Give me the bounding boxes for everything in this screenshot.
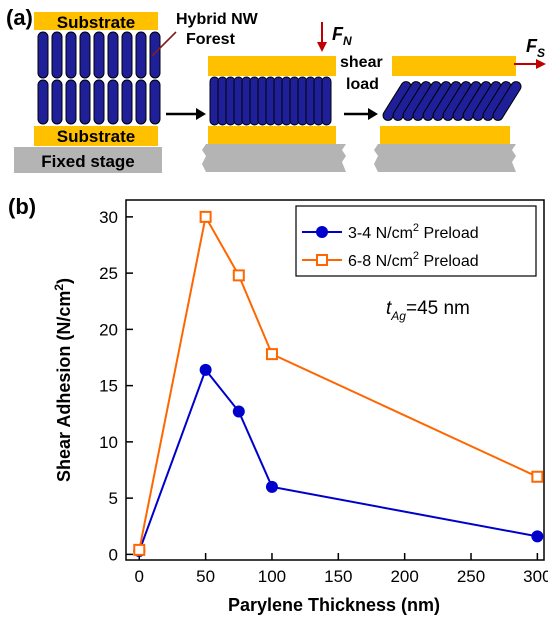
data-point [133, 543, 146, 556]
x-tick-label: 150 [324, 567, 352, 586]
nanowire-forest-middle [209, 76, 332, 126]
y-tick-label: 5 [109, 489, 118, 508]
data-point [265, 480, 278, 493]
normal-force-arrow [317, 22, 327, 52]
series-line-1 [138, 367, 538, 552]
shear-load-label-line2: load [346, 76, 379, 93]
y-tick-label: 0 [109, 545, 118, 564]
plot-area-frame [125, 199, 545, 561]
normal-force-label: FN [332, 24, 352, 48]
nanowire [79, 31, 91, 79]
data-point [531, 530, 544, 543]
nanowire [51, 79, 63, 125]
legend-marker-square [316, 254, 328, 266]
substrate-bottom-label: Substrate [57, 127, 135, 146]
legend-box [295, 205, 537, 277]
x-tick-label: 50 [196, 567, 215, 586]
nanowire [65, 79, 77, 125]
data-point [199, 363, 212, 376]
nanowire [135, 31, 147, 79]
legend-label-1: 3-4 N/cm2 Preload [348, 222, 479, 242]
legend-label-2: 6-8 N/cm2 Preload [348, 250, 479, 270]
fixed-stage-label: Fixed stage [41, 152, 135, 171]
x-tick-label: 200 [390, 567, 418, 586]
legend-entry-2: 6-8 N/cm2 Preload [302, 250, 479, 270]
nanowire [149, 79, 161, 125]
series-markers [133, 210, 544, 557]
nanowire [492, 81, 522, 121]
nanowire-forest-left-bottom [37, 79, 161, 125]
forest-label-line1: Hybrid NW [176, 11, 259, 28]
x-tick-label: 0 [135, 567, 144, 586]
nanowire [149, 31, 161, 79]
panel-b-label: (b) [8, 194, 36, 219]
chart: 0 5 10 15 20 25 30 0 50 100 150 200 250 300 Parylene… [52, 199, 548, 615]
panel-a-schematic: (a) Substrate Substrate Fixed stage Hybr… [6, 5, 546, 173]
y-tick-label: 20 [99, 320, 118, 339]
legend: 3-4 N/cm2 Preload 6-8 N/cm2 Preload [295, 205, 537, 277]
bottom-substrate-middle [208, 126, 336, 144]
y-axis-title: Shear Adhesion (N/cm2) [52, 278, 74, 482]
nanowire [321, 76, 332, 126]
data-point [232, 269, 245, 282]
x-axis-title: Parylene Thickness (nm) [228, 595, 440, 615]
stage-right [374, 144, 516, 172]
legend-marker-circle [316, 226, 328, 238]
panel-a-label: (a) [6, 5, 33, 30]
thickness-annotation: tAg=45 nm [386, 298, 470, 323]
nanowire [37, 31, 49, 79]
nanowire [79, 79, 91, 125]
forest-pointer-line [151, 31, 177, 57]
top-substrate-left [34, 12, 158, 30]
nanowire-forest-left-top [37, 31, 161, 79]
nanowire [37, 79, 49, 125]
fixed-stage [14, 147, 162, 173]
x-tick-label: 300 [523, 567, 548, 586]
x-axis: 0 50 100 150 200 250 300 [135, 553, 548, 586]
forest-label-line2: Forest [186, 31, 236, 48]
x-tick-label: 250 [457, 567, 485, 586]
data-point [531, 470, 544, 483]
process-arrow-1 [166, 108, 206, 120]
nanowire [107, 31, 119, 79]
process-arrow-2 [344, 108, 378, 120]
top-substrate-middle [208, 56, 336, 76]
shear-force-arrow [514, 59, 546, 69]
data-point [199, 210, 212, 223]
y-tick-label: 30 [99, 208, 118, 227]
substrate-top-label: Substrate [57, 13, 135, 32]
y-tick-label: 25 [99, 264, 118, 283]
shear-load-label-line1: shear [340, 54, 383, 71]
y-axis: 0 5 10 15 20 25 30 [99, 208, 133, 564]
nanowire [51, 31, 63, 79]
nanowire [135, 79, 147, 125]
data-point [265, 348, 278, 361]
nanowire [93, 79, 105, 125]
nanowire [65, 31, 77, 79]
shear-force-label: FS [526, 36, 545, 60]
data-point [232, 405, 245, 418]
legend-entry-1: 3-4 N/cm2 Preload [302, 222, 479, 242]
y-tick-label: 15 [99, 377, 118, 396]
nanowire [121, 31, 133, 79]
y-tick-label: 10 [99, 433, 118, 452]
nanowire [93, 31, 105, 79]
stage-middle [202, 144, 346, 172]
nanowire [121, 79, 133, 125]
nanowire [107, 79, 119, 125]
bottom-substrate-right [380, 126, 510, 144]
bottom-substrate-left [34, 126, 158, 146]
top-substrate-right [392, 56, 516, 76]
x-tick-label: 100 [258, 567, 286, 586]
nanowire-forest-right-sheared [382, 81, 522, 121]
